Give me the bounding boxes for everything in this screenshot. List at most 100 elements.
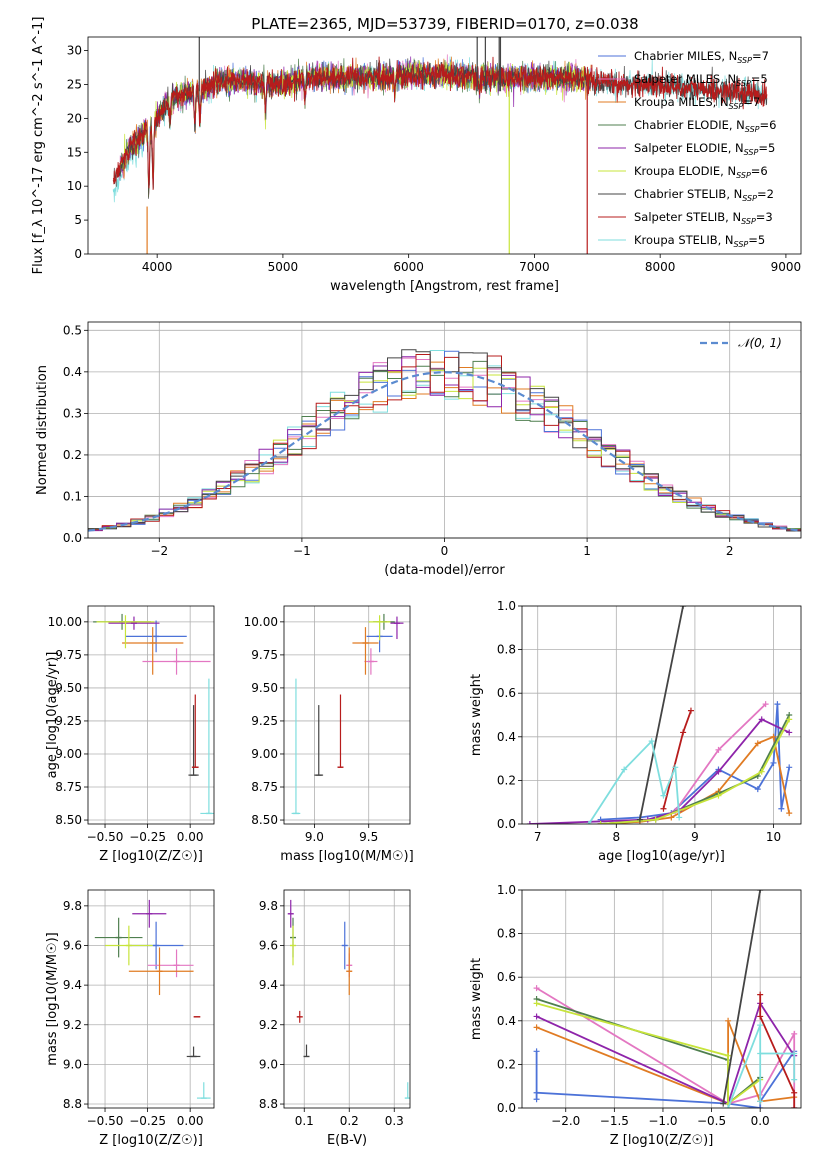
y-tick-label: 9.75 <box>55 648 82 662</box>
x-tick-label: 1 <box>583 544 591 558</box>
weight-marker <box>660 792 667 799</box>
errorbar-point <box>296 1010 303 1023</box>
errorbar-point <box>346 947 353 996</box>
weight-marker <box>786 716 793 723</box>
y-tick-label: 9.8 <box>259 899 278 913</box>
y-tick-label: 9.00 <box>251 747 278 761</box>
weight-marker <box>715 746 722 753</box>
weight-series <box>725 1022 798 1108</box>
weight-marker <box>652 816 659 823</box>
legend-label: Salpeter MILES, NSSP=5 <box>634 72 768 88</box>
y-tick-label: 0.8 <box>497 643 516 657</box>
weight-marker <box>757 1022 764 1029</box>
weight-series <box>660 707 694 812</box>
legend-label: Chabrier ELODIE, NSSP=6 <box>634 118 776 134</box>
x-tick-label: 4000 <box>142 260 173 274</box>
y-tick-label: 9.25 <box>251 714 278 728</box>
x-tick-label: −0.50 <box>87 830 124 844</box>
y-tick-label: 9.00 <box>55 747 82 761</box>
y-tick-label: 8.75 <box>55 780 82 794</box>
weight-marker <box>791 1076 798 1083</box>
x-tick-label: −0.5 <box>697 1114 726 1128</box>
weight-marker <box>715 792 722 799</box>
x-axis-label: wavelength [Angstrom, rest frame] <box>330 279 559 294</box>
errorbar-point <box>291 678 301 815</box>
histogram-series-steps <box>88 354 801 531</box>
axes-frame <box>283 889 411 1109</box>
weight-marker <box>725 1105 732 1108</box>
normal-reference-curve <box>88 371 799 532</box>
errorbar-point <box>191 694 199 768</box>
spectrum-legend: Chabrier MILES, NSSP=7 Salpeter MILES, NS… <box>598 49 776 249</box>
weight-marker <box>757 1105 764 1108</box>
x-tick-label: 0.00 <box>177 830 204 844</box>
errorbar-point <box>303 1044 310 1058</box>
x-tick-label: −0.25 <box>129 830 166 844</box>
x-axis-label: Z [log10(Z/Z☉)] <box>610 1133 714 1148</box>
weight-marker <box>687 707 694 714</box>
y-tick-label: 0.4 <box>497 730 516 744</box>
mass_vs_Z-plot-area <box>94 899 211 1099</box>
y-tick-label: 9.0 <box>63 1057 82 1071</box>
y-tick-label: 9.4 <box>259 978 278 992</box>
weight-marker <box>680 729 687 736</box>
y-tick-label: 5 <box>74 213 82 227</box>
legend-label: Kroupa ELODIE, NSSP=6 <box>634 164 768 180</box>
weight-series-line <box>639 606 684 820</box>
mass_vs_ebv-plot-area <box>287 899 410 1099</box>
weight-marker <box>672 764 679 771</box>
y-axis-label: Flux [f_λ 10^-17 erg cm^-2 s^-1 A^-1] <box>31 17 46 275</box>
x-tick-label: 0.2 <box>340 1114 359 1128</box>
y-tick-label: 9.75 <box>251 648 278 662</box>
y-tick-label: 9.6 <box>63 938 82 952</box>
y-tick-label: 0 <box>74 247 82 261</box>
weight-marker <box>597 821 604 824</box>
weight-marker <box>533 1089 540 1096</box>
axes-frame <box>521 605 802 825</box>
x-tick-label: 0.1 <box>295 1114 314 1128</box>
figure-title: PLATE=2365, MJD=53739, FIBERID=0170, z=0… <box>251 15 638 33</box>
errorbar-point <box>105 925 153 966</box>
x-tick-label: 6000 <box>393 260 424 274</box>
y-tick-label: 0.5 <box>63 323 82 337</box>
residuals-plot-area <box>88 349 801 532</box>
x-tick-label: 7 <box>534 830 542 844</box>
y-tick-label: 0.0 <box>497 817 516 831</box>
weight-marker <box>533 985 540 992</box>
weight-marker <box>786 729 793 736</box>
errorbar-point <box>341 921 348 970</box>
errorbar-point <box>188 705 199 776</box>
x-axis-label: age [log10(age/yr)] <box>598 849 725 864</box>
axes-frame <box>521 889 802 1109</box>
errorbar-point <box>94 917 143 958</box>
x-tick-label: −2 <box>150 544 168 558</box>
errorbar-point <box>352 627 379 675</box>
y-tick-label: 9.4 <box>63 978 82 992</box>
legend-label: Kroupa STELIB, NSSP=5 <box>634 233 765 249</box>
legend-label: Kroupa MILES, NSSP=7 <box>634 95 760 111</box>
weight_vs_Z-plot-area <box>533 890 798 1108</box>
x-axis-label: (data-model)/error <box>384 563 505 578</box>
weight-marker <box>774 701 781 708</box>
weight-marker <box>757 1013 764 1020</box>
weight-marker <box>758 768 765 775</box>
errorbar-point <box>108 616 160 630</box>
y-tick-label: 0.3 <box>63 406 82 420</box>
weight-marker <box>526 821 533 824</box>
weight_vs_age-plot-area <box>526 606 793 824</box>
y-tick-label: 10.00 <box>244 615 278 629</box>
y-tick-label: 30 <box>67 44 82 58</box>
y-axis-label: mass weight <box>469 958 484 1040</box>
weight-marker <box>720 1100 727 1107</box>
axes-frame <box>87 889 215 1109</box>
weight-series <box>585 738 683 824</box>
x-tick-label: 0 <box>441 544 449 558</box>
y-tick-label: 9.2 <box>63 1018 82 1032</box>
errorbar-point <box>368 615 391 641</box>
errorbar-point <box>122 627 184 675</box>
errorbar-point <box>128 947 194 996</box>
weight-marker <box>533 1024 540 1031</box>
weight-marker <box>786 810 793 817</box>
legend-label: Chabrier STELIB, NSSP=2 <box>634 187 774 203</box>
x-axis-label: Z [log10(Z/Z☉)] <box>99 849 203 864</box>
